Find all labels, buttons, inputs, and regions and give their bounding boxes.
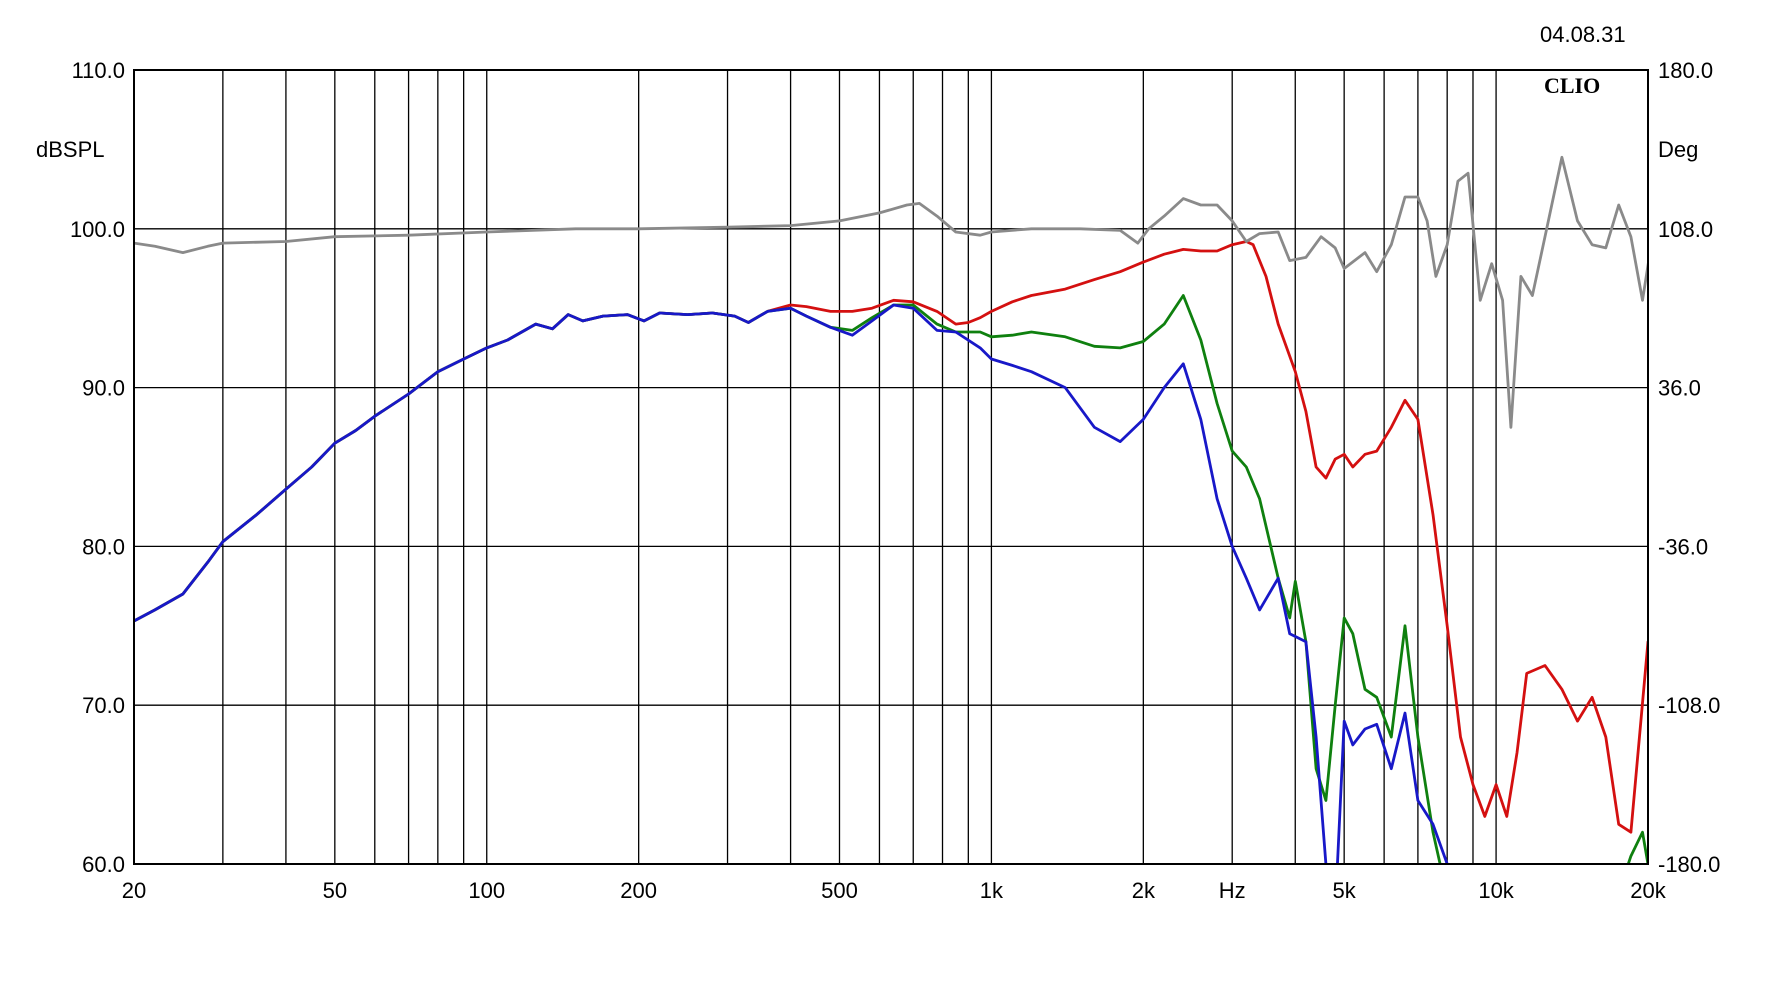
x-tick-label: 50 — [323, 878, 347, 903]
blue-response-curve — [134, 303, 1449, 864]
right-y-tick-label: -108.0 — [1658, 693, 1720, 718]
gray-response-curve — [134, 155, 1648, 429]
left-axis-unit: dBSPL — [36, 137, 105, 162]
timestamp: 04.08.31 — [1540, 22, 1626, 47]
x-tick-label: 1k — [980, 878, 1004, 903]
x-tick-labels: 20 50 100 200 500 1k 2k Hz 5k 10k 20k — [122, 878, 1667, 903]
left-y-tick-label: 110.0 — [72, 58, 125, 83]
x-tick-label: 10k — [1478, 878, 1514, 903]
left-y-tick-label: 90.0 — [82, 376, 125, 401]
x-tick-label: Hz — [1219, 878, 1246, 903]
series-layer — [134, 155, 1648, 864]
plot-frame — [133, 69, 1649, 865]
right-y-tick-label: -180.0 — [1658, 852, 1720, 877]
right-y-tick-label: 108.0 — [1658, 217, 1713, 242]
left-y-tick-label: 70.0 — [82, 693, 125, 718]
right-axis-tick-labels: -180.0 -108.0 -36.0 36.0 108.0 180.0 — [1658, 58, 1720, 877]
right-y-tick-label: 36.0 — [1658, 376, 1701, 401]
x-tick-label: 20 — [122, 878, 146, 903]
left-axis-tick-labels: 60.0 70.0 80.0 90.0 100.0 110.0 — [70, 58, 125, 877]
x-tick-label: 20k — [1630, 878, 1666, 903]
right-axis-unit: Deg — [1658, 137, 1698, 162]
brand-logo: CLIO — [1544, 73, 1600, 98]
left-y-tick-label: 80.0 — [82, 534, 125, 559]
x-tick-label: 2k — [1132, 878, 1156, 903]
x-tick-label: 200 — [620, 878, 657, 903]
x-tick-label: 100 — [468, 878, 505, 903]
right-y-tick-label: -36.0 — [1658, 534, 1708, 559]
left-y-tick-label: 100.0 — [70, 217, 125, 242]
x-tick-label: 5k — [1333, 878, 1357, 903]
x-tick-label: 500 — [821, 878, 858, 903]
left-y-tick-label: 60.0 — [82, 852, 125, 877]
right-y-tick-label: 180.0 — [1658, 58, 1713, 83]
